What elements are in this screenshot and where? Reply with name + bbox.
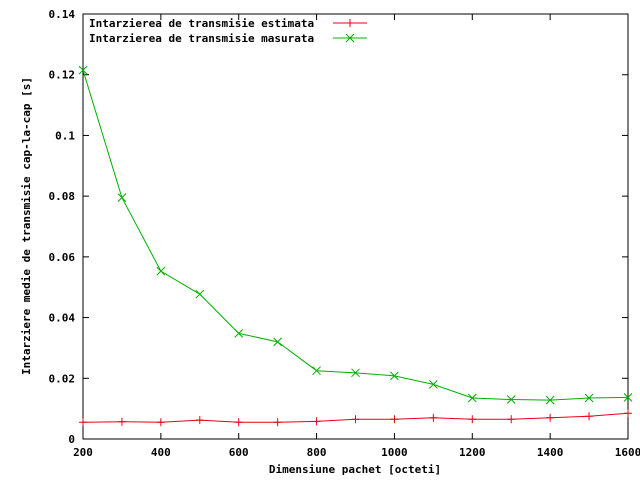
axis-ticks: 200 400 600 800 1000 1200 1400 1600 0 0.02 0.04 0.0… bbox=[49, 8, 640, 459]
series-1 bbox=[79, 409, 632, 427]
legend-marker bbox=[346, 19, 354, 27]
data-point bbox=[117, 417, 126, 426]
legend: Intarzierea de transmisie estimata Intarz… bbox=[89, 17, 367, 45]
y-tick-label: 0.14 bbox=[49, 8, 76, 21]
x-tick-label: 800 bbox=[307, 446, 327, 459]
data-point bbox=[351, 415, 360, 424]
y-tick-label: 0.12 bbox=[49, 69, 76, 82]
x-tick-label: 600 bbox=[229, 446, 249, 459]
series-2 bbox=[78, 65, 633, 405]
data-point bbox=[273, 337, 282, 347]
legend-label: Intarzierea de transmisie estimata bbox=[89, 17, 314, 30]
y-axis-title: Intarziere medie de transmisie cap-la-ca… bbox=[20, 77, 33, 375]
x-tick-label: 1400 bbox=[537, 446, 564, 459]
y-tick-label: 0.08 bbox=[49, 190, 76, 203]
y-tick-label: 0.04 bbox=[49, 312, 76, 325]
y-tick-label: 0.06 bbox=[49, 251, 76, 264]
data-point bbox=[585, 412, 594, 421]
data-point bbox=[117, 193, 127, 203]
data-point bbox=[546, 413, 555, 422]
data-point bbox=[79, 418, 87, 427]
data-point bbox=[584, 393, 594, 403]
x-tick-label: 1200 bbox=[459, 446, 486, 459]
data-point bbox=[312, 417, 321, 426]
data-point bbox=[195, 289, 205, 299]
data-point bbox=[273, 418, 282, 427]
plot-frame bbox=[82, 13, 629, 440]
data-point bbox=[351, 368, 360, 378]
legend-entry-1: Intarzierea de transmisie estimata bbox=[89, 17, 367, 30]
y-tick-label: 0.02 bbox=[49, 372, 76, 385]
data-point bbox=[507, 415, 516, 424]
x-tick-label: 1600 bbox=[615, 446, 640, 459]
data-point bbox=[468, 415, 477, 424]
legend-marker bbox=[345, 33, 355, 43]
data-point bbox=[467, 393, 477, 403]
y-tick-label: 0 bbox=[68, 433, 75, 446]
data-point bbox=[234, 418, 243, 427]
series-line bbox=[82, 70, 629, 401]
data-point bbox=[506, 395, 516, 404]
data-point bbox=[195, 416, 204, 425]
legend-label: Intarzierea de transmisie masurata bbox=[89, 32, 314, 45]
data-point bbox=[623, 393, 633, 402]
series-layer bbox=[78, 65, 633, 427]
data-point bbox=[78, 65, 88, 75]
data-point bbox=[312, 366, 321, 376]
x-tick-label: 400 bbox=[151, 446, 171, 459]
data-point bbox=[234, 329, 244, 338]
x-tick-label: 1000 bbox=[381, 446, 408, 459]
data-point bbox=[429, 413, 438, 422]
data-point bbox=[156, 418, 165, 427]
data-point bbox=[390, 371, 399, 381]
legend-entry-2: Intarzierea de transmisie masurata bbox=[89, 32, 367, 45]
data-point bbox=[156, 266, 166, 276]
data-point bbox=[545, 395, 555, 405]
x-tick-label: 200 bbox=[73, 446, 93, 459]
x-axis-title: Dimensiune pachet [octeti] bbox=[269, 463, 441, 476]
data-point bbox=[429, 380, 438, 389]
data-point bbox=[624, 409, 632, 418]
data-point bbox=[390, 415, 399, 424]
y-tick-label: 0.1 bbox=[55, 129, 75, 142]
